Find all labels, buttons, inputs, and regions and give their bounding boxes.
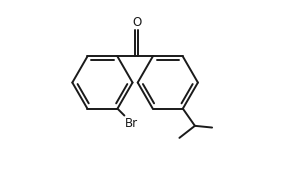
Text: Br: Br xyxy=(125,117,138,130)
Text: O: O xyxy=(132,17,141,29)
